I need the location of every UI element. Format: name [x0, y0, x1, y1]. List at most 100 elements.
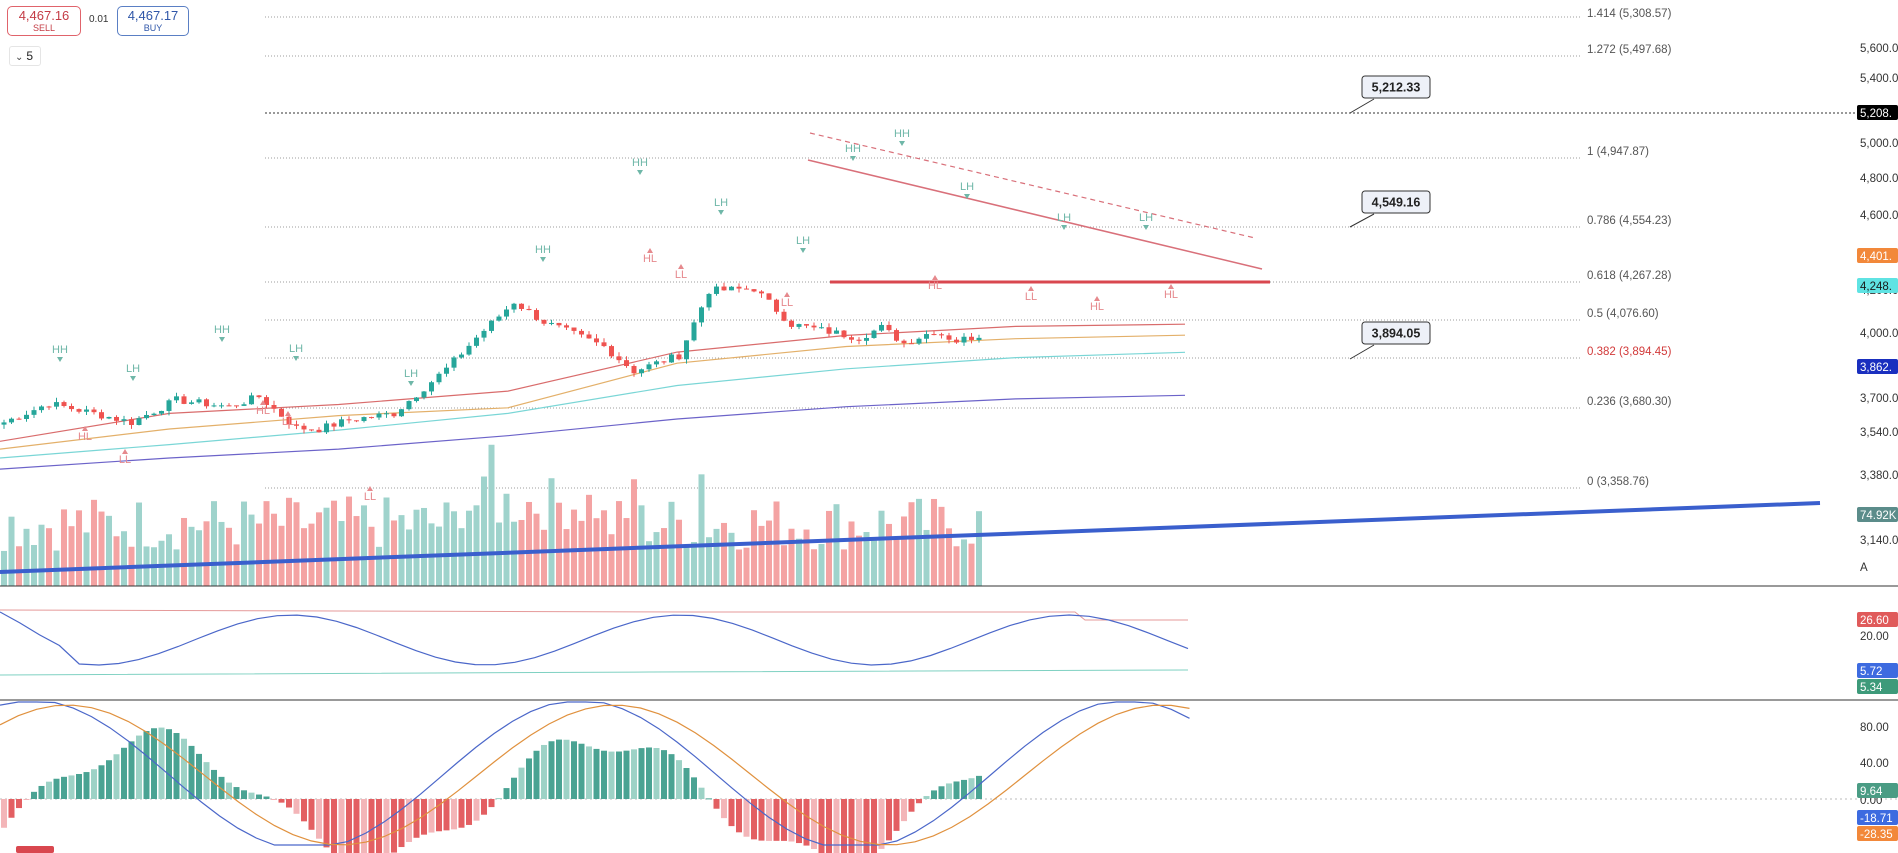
volume-bar [323, 507, 330, 586]
swing-tag: LL [781, 297, 793, 309]
volume-bar [976, 511, 982, 586]
candle-body [234, 405, 239, 407]
macd-histogram-bar [398, 799, 405, 848]
macd-histogram-bar [181, 738, 187, 799]
swing-tag: LH [126, 363, 140, 375]
candle-body [451, 357, 457, 368]
candle-body [721, 286, 727, 291]
macd-histogram-bar [248, 792, 255, 799]
price-label-bg [1857, 612, 1898, 627]
price-label-text: 3,862. [1860, 362, 1892, 374]
candle-body [159, 410, 164, 414]
volume-bar [353, 516, 360, 586]
interval-toggle[interactable]: ⌄ 5 [9, 46, 41, 66]
volume-bar [301, 528, 307, 586]
candle-body [391, 413, 397, 417]
volume-bar [578, 520, 585, 586]
callout-label: 4,549.16 [1372, 196, 1421, 210]
volume-bar [451, 511, 457, 586]
macd-histogram-bar [676, 760, 682, 799]
volume-bar [293, 502, 300, 586]
candle-body [849, 337, 854, 340]
swing-tag: LH [289, 343, 303, 355]
macd-histogram-bar [376, 799, 382, 853]
volume-bar [256, 523, 262, 586]
volume-bars [1, 444, 982, 586]
swing-tag-arrow [293, 356, 299, 361]
swing-tag-arrow [932, 275, 938, 280]
macd-histogram-bar [616, 751, 622, 799]
volume-bar [16, 546, 22, 586]
macd-histogram-bar [98, 765, 105, 799]
callout-box [1361, 75, 1431, 99]
candle-body [466, 345, 472, 355]
candle-body [684, 340, 689, 360]
macd-histogram-bar [871, 799, 877, 853]
candle-body [631, 366, 637, 374]
macd-histogram-bar [38, 785, 45, 799]
macd-histogram-bar [308, 799, 315, 830]
candle-body [796, 324, 802, 327]
price-label: 5.34 [1857, 679, 1898, 694]
candle-body [16, 418, 22, 420]
candle-body [294, 424, 299, 426]
price-label: -28.35 [1857, 826, 1898, 841]
volume-bar [181, 517, 187, 586]
volume-bar [31, 545, 37, 586]
macd-histogram-bar [901, 799, 907, 822]
macd-histogram-bar [638, 748, 645, 799]
volume-bar [188, 526, 195, 586]
candle-body [699, 307, 704, 323]
volume-bar [886, 523, 892, 586]
volume-bar [646, 541, 652, 586]
candle-body [339, 419, 344, 427]
volume-bar [308, 523, 315, 586]
volume-bar [938, 506, 945, 586]
macd-histogram-bar [886, 799, 892, 841]
volume-bar [211, 501, 217, 586]
price-label-bg [1857, 826, 1898, 841]
volume-bar [668, 501, 675, 586]
sell-label: SELL [32, 23, 56, 33]
price-label-text: 5.72 [1860, 666, 1882, 678]
price-label-bg [1857, 663, 1898, 678]
volume-bar [106, 515, 112, 586]
candle-body [519, 303, 524, 309]
candle-body [879, 324, 884, 331]
price-label-text: 5.34 [1860, 682, 1883, 694]
macd-histogram-bar [631, 749, 637, 799]
sell-button[interactable]: 4,467.16 SELL [7, 6, 81, 36]
macd-histogram-bar [1, 799, 7, 828]
candle-body [316, 429, 322, 433]
swing-tag-arrow [678, 264, 684, 269]
axis-tick: 5,400.00 [1860, 73, 1898, 85]
candle-body [774, 299, 779, 312]
macd-histogram-bar [683, 768, 690, 799]
swing-tag: HH [894, 128, 910, 140]
volume-bar [38, 524, 45, 586]
price-label-text: 4,248. [1860, 281, 1892, 293]
volume-bar [331, 500, 337, 586]
trendline-drawings[interactable]: 5,212.33 4,549.16 3,894.05 [0, 75, 1821, 574]
swing-tag: HH [214, 324, 230, 336]
candle-body [151, 413, 157, 415]
macd-histogram-bar [743, 799, 750, 837]
fib-label: 0.786 (4,554.23) [1587, 215, 1672, 227]
candle-body [91, 409, 97, 413]
candle-body [789, 320, 794, 327]
macd-histogram-bar [203, 762, 210, 799]
swing-tag-arrow [784, 292, 790, 297]
candle-body [616, 356, 622, 361]
volume-bar [743, 547, 750, 586]
candle-body [279, 408, 284, 417]
macd-histogram-bar [548, 741, 555, 799]
volume-bar [1, 550, 7, 586]
candle-body [301, 425, 307, 430]
swing-tag: HL [1164, 289, 1178, 301]
volume-bar [46, 528, 52, 586]
price-axis[interactable]: 5,600.00 5,400.00 5,000.00 4,800.00 4,600.00… [0, 43, 1898, 853]
macd-histogram-bar [878, 799, 885, 849]
buy-button[interactable]: 4,467.17 BUY [117, 6, 189, 36]
candles [1, 282, 982, 434]
